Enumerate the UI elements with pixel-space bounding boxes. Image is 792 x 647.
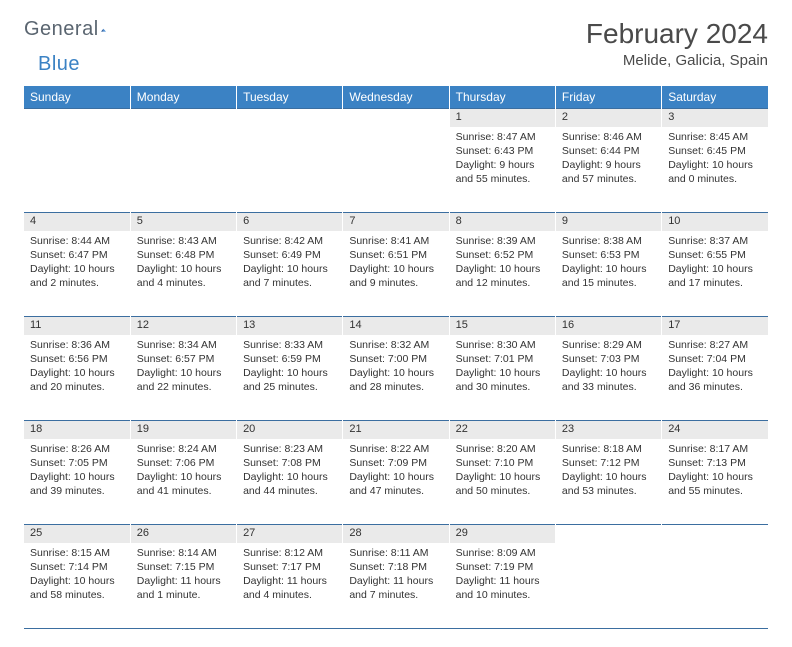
brand-mark-icon bbox=[101, 21, 106, 39]
day-number-cell: 23 bbox=[555, 421, 661, 439]
day-number-row: 18192021222324 bbox=[24, 421, 768, 439]
day-number-cell bbox=[24, 109, 130, 127]
calendar-body: 123Sunrise: 8:47 AMSunset: 6:43 PMDaylig… bbox=[24, 109, 768, 629]
day-content-cell: Sunrise: 8:36 AMSunset: 6:56 PMDaylight:… bbox=[24, 335, 130, 421]
day-content-cell: Sunrise: 8:20 AMSunset: 7:10 PMDaylight:… bbox=[449, 439, 555, 525]
day-content-cell: Sunrise: 8:26 AMSunset: 7:05 PMDaylight:… bbox=[24, 439, 130, 525]
day-number-cell: 11 bbox=[24, 317, 130, 335]
day-number-cell: 16 bbox=[555, 317, 661, 335]
weekday-header: Thursday bbox=[449, 86, 555, 109]
day-number-cell: 15 bbox=[449, 317, 555, 335]
day-content-cell: Sunrise: 8:23 AMSunset: 7:08 PMDaylight:… bbox=[237, 439, 343, 525]
day-content-cell: Sunrise: 8:32 AMSunset: 7:00 PMDaylight:… bbox=[343, 335, 449, 421]
day-content-cell: Sunrise: 8:47 AMSunset: 6:43 PMDaylight:… bbox=[449, 127, 555, 213]
calendar-table: SundayMondayTuesdayWednesdayThursdayFrid… bbox=[24, 86, 768, 629]
day-number-cell: 4 bbox=[24, 213, 130, 231]
day-number-row: 11121314151617 bbox=[24, 317, 768, 335]
day-content-cell bbox=[130, 127, 236, 213]
day-number-cell: 5 bbox=[130, 213, 236, 231]
day-content-cell: Sunrise: 8:14 AMSunset: 7:15 PMDaylight:… bbox=[130, 543, 236, 629]
day-number-cell: 3 bbox=[662, 109, 768, 127]
day-content-cell: Sunrise: 8:09 AMSunset: 7:19 PMDaylight:… bbox=[449, 543, 555, 629]
day-number-cell bbox=[662, 525, 768, 543]
day-content-cell: Sunrise: 8:45 AMSunset: 6:45 PMDaylight:… bbox=[662, 127, 768, 213]
day-content-cell: Sunrise: 8:43 AMSunset: 6:48 PMDaylight:… bbox=[130, 231, 236, 317]
day-content-cell bbox=[662, 543, 768, 629]
location: Melide, Galicia, Spain bbox=[586, 52, 768, 69]
day-number-row: 2526272829 bbox=[24, 525, 768, 543]
day-content-row: Sunrise: 8:44 AMSunset: 6:47 PMDaylight:… bbox=[24, 231, 768, 317]
day-number-cell: 29 bbox=[449, 525, 555, 543]
day-number-cell: 9 bbox=[555, 213, 661, 231]
day-number-cell: 24 bbox=[662, 421, 768, 439]
day-number-cell: 19 bbox=[130, 421, 236, 439]
day-number-cell: 12 bbox=[130, 317, 236, 335]
day-number-cell: 6 bbox=[237, 213, 343, 231]
day-number-cell bbox=[343, 109, 449, 127]
weekday-header: Sunday bbox=[24, 86, 130, 109]
day-content-row: Sunrise: 8:47 AMSunset: 6:43 PMDaylight:… bbox=[24, 127, 768, 213]
day-content-cell: Sunrise: 8:39 AMSunset: 6:52 PMDaylight:… bbox=[449, 231, 555, 317]
calendar-page: General February 2024 Melide, Galicia, S… bbox=[0, 0, 792, 647]
day-content-cell: Sunrise: 8:37 AMSunset: 6:55 PMDaylight:… bbox=[662, 231, 768, 317]
day-content-cell: Sunrise: 8:24 AMSunset: 7:06 PMDaylight:… bbox=[130, 439, 236, 525]
day-number-cell: 25 bbox=[24, 525, 130, 543]
day-content-cell: Sunrise: 8:11 AMSunset: 7:18 PMDaylight:… bbox=[343, 543, 449, 629]
day-content-row: Sunrise: 8:15 AMSunset: 7:14 PMDaylight:… bbox=[24, 543, 768, 629]
day-number-cell bbox=[237, 109, 343, 127]
day-number-cell: 22 bbox=[449, 421, 555, 439]
day-content-cell bbox=[237, 127, 343, 213]
day-number-cell: 8 bbox=[449, 213, 555, 231]
weekday-header: Friday bbox=[555, 86, 661, 109]
day-content-cell bbox=[555, 543, 661, 629]
day-content-cell: Sunrise: 8:34 AMSunset: 6:57 PMDaylight:… bbox=[130, 335, 236, 421]
day-content-row: Sunrise: 8:26 AMSunset: 7:05 PMDaylight:… bbox=[24, 439, 768, 525]
day-number-cell: 28 bbox=[343, 525, 449, 543]
month-title: February 2024 bbox=[586, 18, 768, 50]
day-number-cell: 7 bbox=[343, 213, 449, 231]
day-content-cell: Sunrise: 8:30 AMSunset: 7:01 PMDaylight:… bbox=[449, 335, 555, 421]
day-content-cell: Sunrise: 8:46 AMSunset: 6:44 PMDaylight:… bbox=[555, 127, 661, 213]
day-content-cell: Sunrise: 8:22 AMSunset: 7:09 PMDaylight:… bbox=[343, 439, 449, 525]
day-number-cell: 10 bbox=[662, 213, 768, 231]
weekday-header: Wednesday bbox=[343, 86, 449, 109]
day-content-cell bbox=[343, 127, 449, 213]
day-content-cell: Sunrise: 8:12 AMSunset: 7:17 PMDaylight:… bbox=[237, 543, 343, 629]
day-content-cell: Sunrise: 8:41 AMSunset: 6:51 PMDaylight:… bbox=[343, 231, 449, 317]
weekday-header: Saturday bbox=[662, 86, 768, 109]
day-content-cell: Sunrise: 8:15 AMSunset: 7:14 PMDaylight:… bbox=[24, 543, 130, 629]
day-number-cell: 2 bbox=[555, 109, 661, 127]
day-number-cell: 17 bbox=[662, 317, 768, 335]
day-content-cell: Sunrise: 8:42 AMSunset: 6:49 PMDaylight:… bbox=[237, 231, 343, 317]
title-block: February 2024 Melide, Galicia, Spain bbox=[586, 18, 768, 69]
day-number-cell: 18 bbox=[24, 421, 130, 439]
day-number-cell: 27 bbox=[237, 525, 343, 543]
weekday-header: Monday bbox=[130, 86, 236, 109]
day-content-cell: Sunrise: 8:38 AMSunset: 6:53 PMDaylight:… bbox=[555, 231, 661, 317]
day-number-cell: 26 bbox=[130, 525, 236, 543]
day-content-cell: Sunrise: 8:33 AMSunset: 6:59 PMDaylight:… bbox=[237, 335, 343, 421]
day-content-cell: Sunrise: 8:29 AMSunset: 7:03 PMDaylight:… bbox=[555, 335, 661, 421]
day-content-row: Sunrise: 8:36 AMSunset: 6:56 PMDaylight:… bbox=[24, 335, 768, 421]
brand-word2: Blue bbox=[38, 53, 80, 75]
day-content-cell bbox=[24, 127, 130, 213]
day-content-cell: Sunrise: 8:27 AMSunset: 7:04 PMDaylight:… bbox=[662, 335, 768, 421]
day-content-cell: Sunrise: 8:44 AMSunset: 6:47 PMDaylight:… bbox=[24, 231, 130, 317]
day-number-cell: 13 bbox=[237, 317, 343, 335]
day-content-cell: Sunrise: 8:17 AMSunset: 7:13 PMDaylight:… bbox=[662, 439, 768, 525]
day-number-cell bbox=[555, 525, 661, 543]
calendar-head: SundayMondayTuesdayWednesdayThursdayFrid… bbox=[24, 86, 768, 109]
day-number-row: 123 bbox=[24, 109, 768, 127]
day-number-row: 45678910 bbox=[24, 213, 768, 231]
day-number-cell: 1 bbox=[449, 109, 555, 127]
weekday-header: Tuesday bbox=[237, 86, 343, 109]
day-number-cell: 14 bbox=[343, 317, 449, 335]
brand-word1: General bbox=[24, 18, 99, 41]
day-content-cell: Sunrise: 8:18 AMSunset: 7:12 PMDaylight:… bbox=[555, 439, 661, 525]
day-number-cell: 20 bbox=[237, 421, 343, 439]
day-number-cell: 21 bbox=[343, 421, 449, 439]
day-number-cell bbox=[130, 109, 236, 127]
brand-logo: General bbox=[24, 18, 129, 41]
